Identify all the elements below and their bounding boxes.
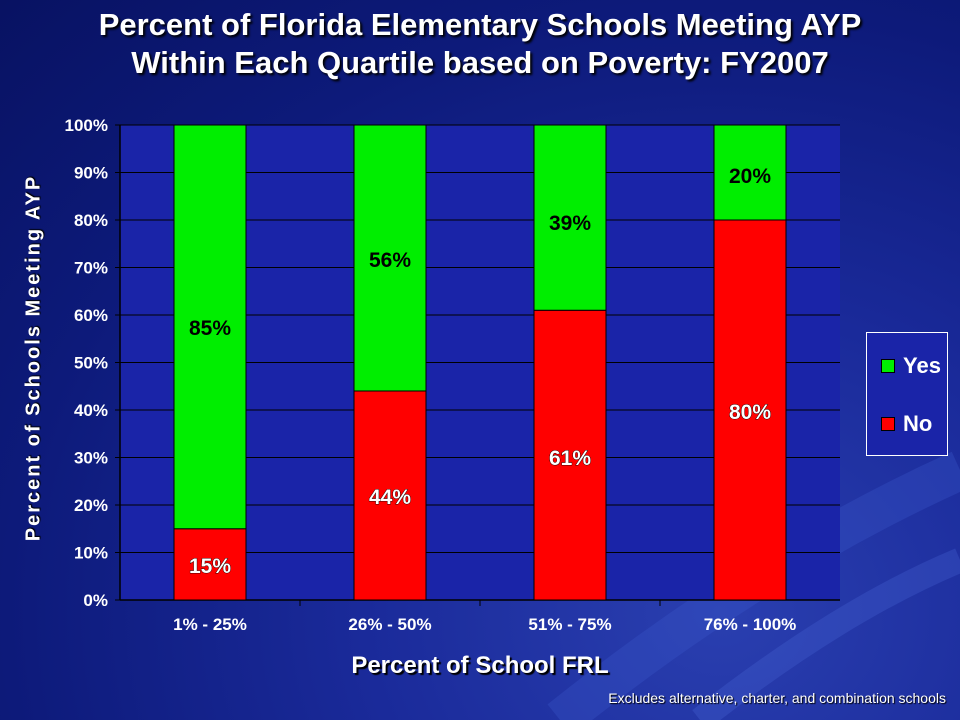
data-label-no: 15% [189, 555, 231, 578]
bar-yes [713, 124, 787, 221]
x-axis-title: Percent of School FRL [351, 652, 609, 679]
bar-no [713, 219, 787, 601]
data-label-yes: 20% [729, 165, 771, 188]
legend-item-yes: Yes [881, 353, 941, 379]
data-label-no: 44% [369, 486, 411, 509]
y-tick-label: 50% [74, 354, 108, 373]
y-tick-label: 90% [74, 164, 108, 183]
legend-swatch-no [881, 417, 895, 431]
data-label-no: 80% [729, 401, 771, 424]
bar-yes [353, 124, 427, 392]
chart-title-line-1: Percent of Florida Elementary Schools Me… [98, 7, 862, 42]
legend: Yes No [866, 332, 948, 456]
y-tick-label: 80% [74, 211, 108, 230]
y-tick-label: 20% [74, 496, 108, 515]
x-tick-label: 1% - 25% [173, 615, 247, 634]
bar-yes [533, 124, 607, 311]
bar-yes [173, 124, 247, 530]
chart-title-line-2: Within Each Quartile based on Poverty: F… [131, 45, 829, 80]
y-tick-label: 40% [74, 401, 108, 420]
data-label-yes: 39% [549, 212, 591, 235]
legend-item-no: No [881, 411, 932, 437]
footnote: Excludes alternative, charter, and combi… [608, 690, 946, 706]
chart-title: Percent of Florida Elementary Schools Me… [0, 6, 960, 82]
y-tick-label: 100% [65, 116, 108, 135]
y-tick-label: 70% [74, 259, 108, 278]
data-label-yes: 56% [369, 249, 411, 272]
legend-swatch-yes [881, 359, 895, 373]
x-tick-label: 51% - 75% [528, 615, 611, 634]
bar-no [353, 390, 427, 601]
y-tick-label: 30% [74, 449, 108, 468]
x-tick-label: 76% - 100% [704, 615, 797, 634]
x-tick-label: 26% - 50% [348, 615, 431, 634]
y-tick-label: 60% [74, 306, 108, 325]
data-label-yes: 85% [189, 317, 231, 340]
y-tick-label: 0% [83, 591, 108, 610]
legend-label-yes: Yes [903, 353, 941, 378]
y-tick-label: 10% [74, 544, 108, 563]
data-label-no: 61% [549, 447, 591, 470]
legend-label-no: No [903, 411, 933, 436]
